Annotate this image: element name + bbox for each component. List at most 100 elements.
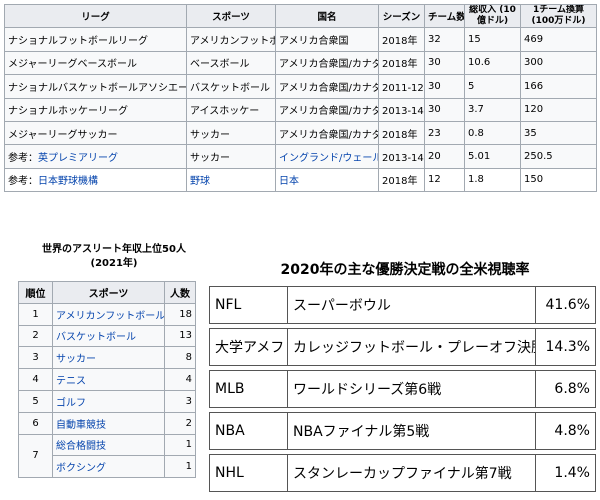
table-row: ナショナルホッケーリーグ アイスホッケー アメリカ合衆国/カナダ 2013-14… bbox=[4, 97, 597, 122]
table-row: 7 総合格闘技 1 bbox=[18, 433, 196, 479]
header-sport[interactable]: スポーツ bbox=[52, 281, 165, 304]
cell-sport[interactable]: サッカー bbox=[52, 346, 165, 370]
table-row: 5 ゴルフ 3 bbox=[18, 389, 196, 413]
header-league[interactable]: リーグ bbox=[4, 3, 187, 29]
cell-league: 参考：日本野球機構 bbox=[4, 167, 187, 193]
cell-rating: 6.8% bbox=[535, 370, 596, 408]
cell-league: ナショナルホッケーリーグ bbox=[4, 97, 187, 122]
ratings-table: NFL スーパーボウル 41.6% 大学アメフト カレッジフットボール・プレーオ… bbox=[209, 286, 596, 492]
cell-sport[interactable]: アメリカンフットボール bbox=[52, 302, 165, 326]
athlete-title-line1: 世界のアスリート年収上位50人 bbox=[42, 244, 186, 255]
table-row: 参考：英プレミアリーグ サッカー イングランド/ウェールズ 2013-14年 2… bbox=[4, 144, 597, 169]
table-row: 大学アメフト カレッジフットボール・プレーオフ決勝戦 14.3% bbox=[209, 328, 596, 366]
cell-revenue: 0.8 bbox=[464, 120, 521, 146]
cell-sport[interactable]: 総合格闘技 bbox=[52, 433, 165, 457]
cell-country: アメリカ合衆国/カナダ bbox=[275, 74, 379, 99]
cell-league: NBA bbox=[209, 412, 288, 450]
cell-rating: 4.8% bbox=[535, 412, 596, 450]
cell-sport: アメリカンフットボール bbox=[186, 27, 276, 52]
cell-country[interactable]: 日本 bbox=[275, 167, 379, 193]
cell-count: 1 bbox=[164, 455, 196, 479]
reference-prefix: 参考： bbox=[8, 176, 38, 188]
cell-league: ナショナルバスケットボールアソシエーション bbox=[4, 74, 187, 99]
cell-season: 2018年 bbox=[378, 167, 425, 193]
ratings-table-title: 2020年の主な優勝決定戦の全米視聴率 bbox=[280, 262, 530, 278]
cell-rating: 14.3% bbox=[535, 328, 596, 366]
table-header-row: リーグ スポーツ 国名 シーズン チーム数 総収入 (10億ドル) 1チーム換算… bbox=[4, 3, 597, 29]
cell-per-team: 469 bbox=[520, 27, 597, 52]
cell-teams: 32 bbox=[424, 27, 465, 52]
cell-country: アメリカ合衆国/カナダ bbox=[275, 97, 379, 122]
cell-season: 2013-14年 bbox=[378, 97, 425, 122]
cell-sport[interactable]: 自動車競技 bbox=[52, 411, 165, 435]
table-row: 参考：日本野球機構 野球 日本 2018年 12 1.8 150 bbox=[4, 167, 597, 193]
cell-country[interactable]: イングランド/ウェールズ bbox=[275, 144, 379, 169]
cell-per-team: 300 bbox=[520, 50, 597, 76]
cell-rank: 4 bbox=[18, 368, 53, 391]
cell-sport[interactable]: ゴルフ bbox=[52, 389, 165, 413]
header-per-team[interactable]: 1チーム換算 (100万ドル) bbox=[520, 3, 597, 29]
cell-revenue: 5.01 bbox=[464, 144, 521, 169]
cell-rank: 3 bbox=[18, 346, 53, 370]
cell-country: アメリカ合衆国/カナダ bbox=[275, 50, 379, 76]
cell-season: 2018年 bbox=[378, 120, 425, 146]
cell-teams: 23 bbox=[424, 120, 465, 146]
reference-prefix: 参考： bbox=[8, 153, 38, 165]
cell-rating: 41.6% bbox=[535, 286, 596, 324]
cell-revenue: 1.8 bbox=[464, 167, 521, 193]
athlete-table-title: 世界のアスリート年収上位50人 (2021年) bbox=[14, 243, 214, 271]
cell-rank: 7 bbox=[18, 433, 53, 479]
table-row: NBA NBAファイナル第5戦 4.8% bbox=[209, 412, 596, 450]
cell-sport[interactable]: 野球 bbox=[186, 167, 276, 193]
cell-per-team: 250.5 bbox=[520, 144, 597, 169]
cell-teams: 30 bbox=[424, 97, 465, 122]
cell-event: ワールドシリーズ第6戦 bbox=[287, 370, 536, 408]
cell-season: 2011-12年 bbox=[378, 74, 425, 99]
cell-sport[interactable]: バスケットボール bbox=[52, 324, 165, 348]
cell-event: NBAファイナル第5戦 bbox=[287, 412, 536, 450]
header-sport[interactable]: スポーツ bbox=[186, 3, 276, 29]
cell-per-team: 35 bbox=[520, 120, 597, 146]
cell-season: 2018年 bbox=[378, 50, 425, 76]
cell-sport[interactable]: テニス bbox=[52, 368, 165, 391]
cell-per-team: 150 bbox=[520, 167, 597, 193]
cell-count: 3 bbox=[164, 389, 196, 413]
cell-country: アメリカ合衆国/カナダ bbox=[275, 120, 379, 146]
header-revenue[interactable]: 総収入 (10億ドル) bbox=[464, 3, 521, 29]
cell-rank: 6 bbox=[18, 411, 53, 435]
cell-rating: 1.4% bbox=[535, 454, 596, 492]
cell-event: スタンレーカップファイナル第7戦 bbox=[287, 454, 536, 492]
table-row: 2 バスケットボール 13 bbox=[18, 324, 196, 348]
table-row: NHL スタンレーカップファイナル第7戦 1.4% bbox=[209, 454, 596, 492]
cell-sport: サッカー bbox=[186, 144, 276, 169]
league-revenue-table: リーグ スポーツ 国名 シーズン チーム数 総収入 (10億ドル) 1チーム換算… bbox=[4, 3, 597, 193]
cell-teams: 12 bbox=[424, 167, 465, 193]
table-row: 1 アメリカンフットボール 18 bbox=[18, 302, 196, 326]
cell-league: MLB bbox=[209, 370, 288, 408]
cell-league: NHL bbox=[209, 454, 288, 492]
cell-count: 1 bbox=[164, 433, 196, 457]
header-season[interactable]: シーズン bbox=[378, 3, 425, 29]
table-row: 4 テニス 4 bbox=[18, 368, 196, 391]
header-count[interactable]: 人数 bbox=[164, 281, 196, 304]
header-teams[interactable]: チーム数 bbox=[424, 3, 465, 29]
cell-league: ナショナルフットボールリーグ bbox=[4, 27, 187, 52]
table-row: メジャーリーグベースボール ベースボール アメリカ合衆国/カナダ 2018年 3… bbox=[4, 50, 597, 76]
header-country[interactable]: 国名 bbox=[275, 3, 379, 29]
cell-count: 4 bbox=[164, 368, 196, 391]
table-row: 3 サッカー 8 bbox=[18, 346, 196, 370]
cell-sport[interactable]: ボクシング bbox=[52, 455, 165, 479]
cell-teams: 30 bbox=[424, 74, 465, 99]
cell-league: メジャーリーグベースボール bbox=[4, 50, 187, 76]
table-row: ナショナルバスケットボールアソシエーション バスケットボール アメリカ合衆国/カ… bbox=[4, 74, 597, 99]
cell-event: スーパーボウル bbox=[287, 286, 536, 324]
header-rank[interactable]: 順位 bbox=[18, 281, 53, 304]
league-link[interactable]: 英プレミアリーグ bbox=[38, 153, 118, 165]
cell-season: 2018年 bbox=[378, 27, 425, 52]
cell-count: 8 bbox=[164, 346, 196, 370]
cell-league: NFL bbox=[209, 286, 288, 324]
league-link[interactable]: 日本野球機構 bbox=[38, 176, 98, 188]
cell-league: 大学アメフト bbox=[209, 328, 288, 366]
table-row: ナショナルフットボールリーグ アメリカンフットボール アメリカ合衆国 2018年… bbox=[4, 27, 597, 52]
